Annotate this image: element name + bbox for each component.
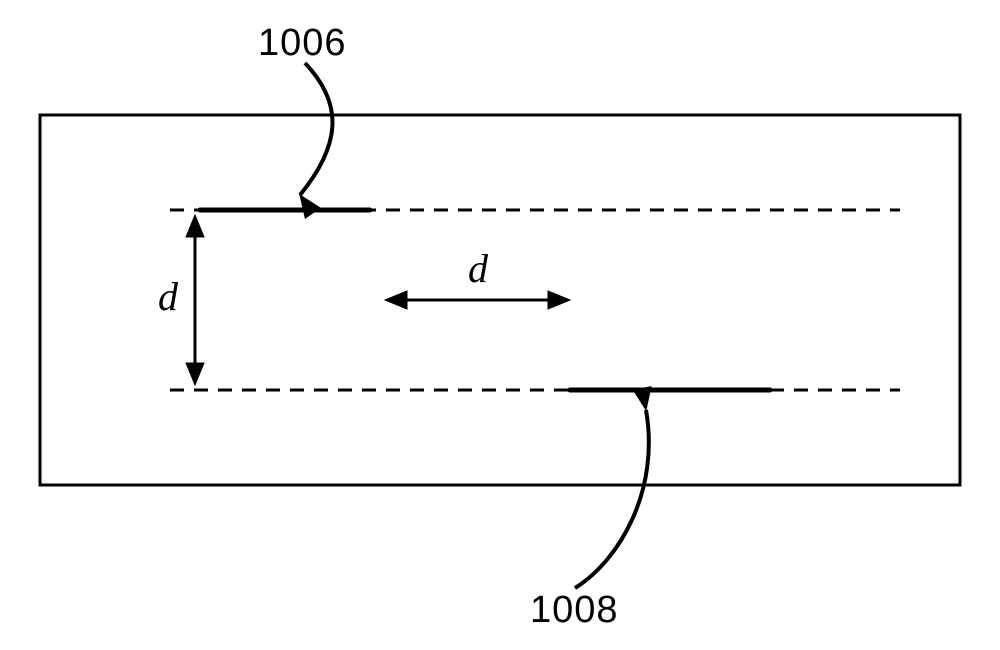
arrowhead <box>186 363 204 385</box>
arrowhead <box>186 215 204 237</box>
callout-1006-leader <box>300 63 333 195</box>
diagram-layer: d d 1006 1008 <box>40 22 960 631</box>
callout-1008-leader <box>575 410 649 588</box>
arrowhead <box>385 291 407 309</box>
dim-vertical-label: d <box>158 274 179 319</box>
arrowhead <box>548 291 570 309</box>
callout-1006-label: 1006 <box>258 22 347 64</box>
diagram-canvas: d d 1006 1008 <box>0 0 1000 650</box>
callout-1008-label: 1008 <box>530 589 619 631</box>
dim-horizontal-label: d <box>468 246 489 291</box>
arrowhead <box>300 195 320 218</box>
arrowhead <box>633 387 651 410</box>
